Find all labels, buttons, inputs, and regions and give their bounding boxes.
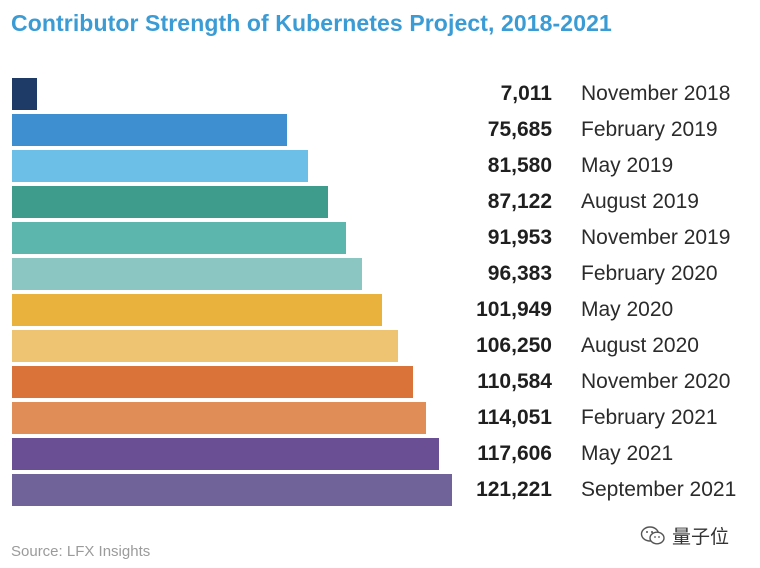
category-label: February 2021: [581, 406, 718, 429]
bar-1: [12, 78, 37, 110]
value-label: 114,051: [477, 406, 552, 429]
bar-12: [12, 474, 452, 506]
value-label: 81,580: [487, 154, 552, 177]
category-label: August 2020: [581, 334, 699, 357]
value-label: 7,011: [500, 82, 552, 105]
category-label: November 2019: [581, 226, 731, 249]
bar-6: [12, 258, 362, 290]
value-label: 87,122: [487, 190, 552, 213]
bar-2: [12, 114, 287, 146]
bar-11: [12, 438, 439, 470]
bar-9: [12, 366, 413, 398]
value-label: 75,685: [487, 118, 552, 141]
category-label: November 2020: [581, 370, 731, 393]
bar-chart: 7,011 November 2018 75,685 February 2019 81,…: [12, 78, 737, 506]
value-label: 117,606: [477, 442, 552, 465]
value-label: 96,383: [487, 262, 552, 285]
watermark-text: 量子位: [672, 527, 730, 548]
category-label: February 2020: [581, 262, 718, 285]
category-label: November 2018: [581, 82, 731, 105]
bar-4: [12, 186, 328, 218]
wechat-icon: [640, 525, 665, 545]
bar-8: [12, 330, 398, 362]
category-label: May 2020: [581, 298, 674, 321]
value-label: 101,949: [476, 298, 552, 321]
value-label: 110,584: [477, 370, 552, 393]
watermark: 量子位: [640, 522, 729, 549]
source-note: Source: LFX Insights: [11, 543, 151, 560]
value-label: 91,953: [487, 226, 552, 249]
category-label: May 2019: [581, 154, 674, 177]
value-label: 106,250: [476, 334, 552, 357]
category-label: September 2021: [581, 478, 737, 501]
bar-3: [12, 150, 308, 182]
category-label: May 2021: [581, 442, 674, 465]
bar-7: [12, 294, 382, 326]
bar-5: [12, 222, 346, 254]
value-label: 121,221: [476, 478, 552, 501]
chart-title: Contributor Strength of Kubernetes Proje…: [11, 10, 612, 36]
bar-10: [12, 402, 426, 434]
category-label: February 2019: [581, 118, 718, 141]
category-label: August 2019: [581, 190, 699, 213]
